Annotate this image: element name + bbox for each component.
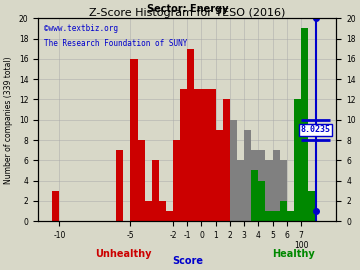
Bar (237, 160, 244, 221)
Text: Unhealthy: Unhealthy (95, 249, 152, 259)
Bar (244, 130, 251, 221)
Bar (52, 191, 59, 221)
Bar (216, 130, 223, 221)
Text: ©www.textbiz.org: ©www.textbiz.org (44, 24, 118, 33)
Bar (258, 150, 265, 221)
Bar (145, 201, 152, 221)
Bar (194, 89, 202, 221)
Title: Z-Score Histogram for TESO (2016): Z-Score Histogram for TESO (2016) (89, 8, 285, 18)
Bar (265, 160, 273, 221)
Bar (251, 170, 258, 221)
Bar (223, 99, 230, 221)
Bar (152, 160, 159, 221)
Bar (173, 140, 180, 221)
Text: The Research Foundation of SUNY: The Research Foundation of SUNY (44, 39, 188, 48)
Bar (166, 211, 173, 221)
X-axis label: Score: Score (172, 256, 203, 266)
Bar (202, 89, 208, 221)
Bar (280, 160, 287, 221)
Text: Healthy: Healthy (273, 249, 315, 259)
Bar (208, 89, 216, 221)
Bar (294, 99, 301, 221)
Bar (180, 89, 187, 221)
Bar (265, 211, 273, 221)
Bar (138, 140, 145, 221)
Bar (116, 150, 123, 221)
Bar (280, 201, 287, 221)
Bar (273, 211, 280, 221)
Bar (187, 49, 194, 221)
Bar (287, 211, 294, 221)
Bar (251, 150, 258, 221)
Bar (273, 150, 280, 221)
Y-axis label: Number of companies (339 total): Number of companies (339 total) (4, 56, 13, 184)
Bar (130, 59, 138, 221)
Text: Sector: Energy: Sector: Energy (147, 4, 228, 14)
Bar (230, 120, 237, 221)
Bar (258, 181, 265, 221)
Text: 8.0235: 8.0235 (301, 125, 330, 134)
Bar (301, 28, 308, 221)
Bar (159, 201, 166, 221)
Bar (308, 191, 315, 221)
